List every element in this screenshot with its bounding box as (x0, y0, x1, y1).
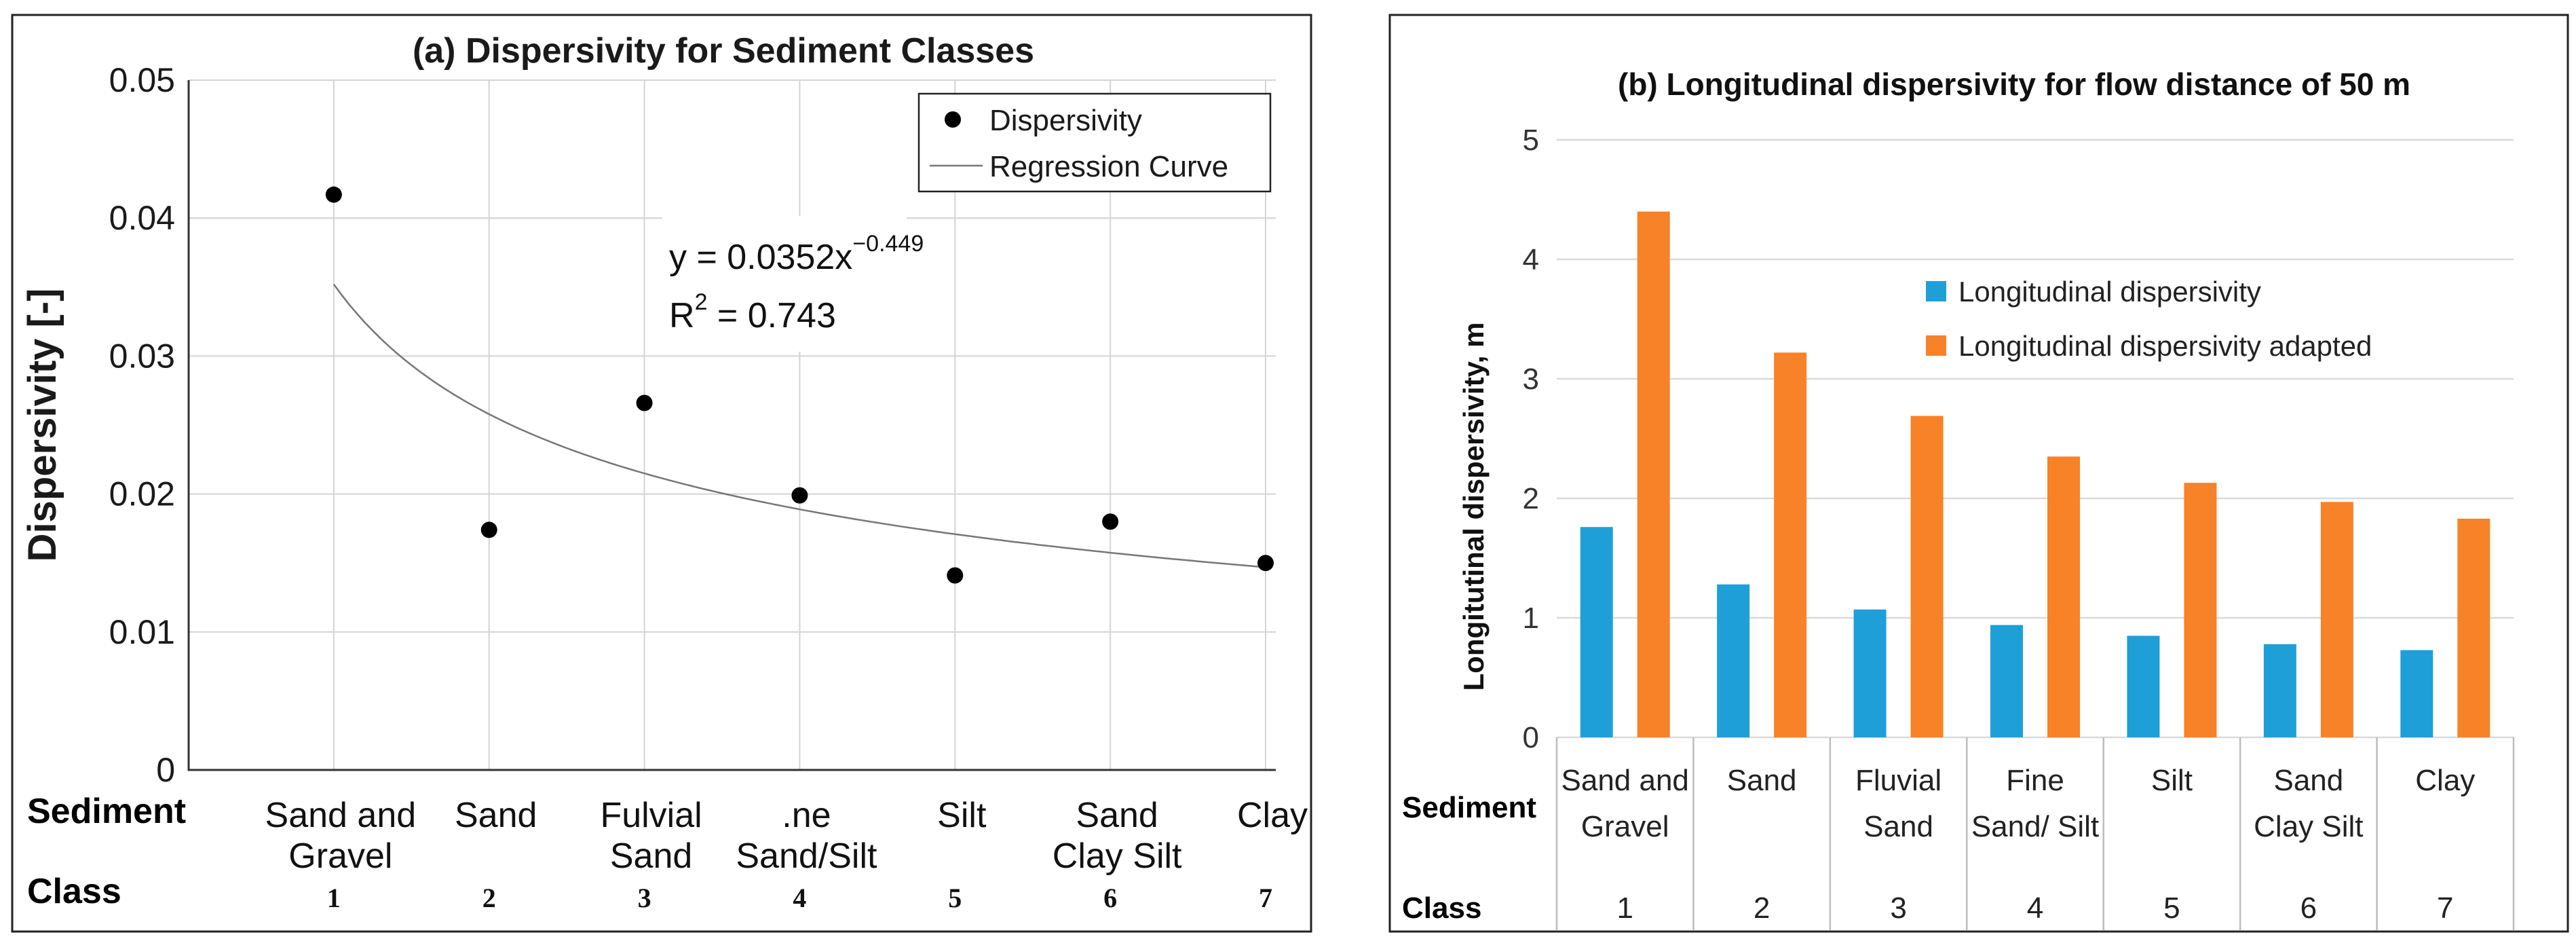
panel-b-class-label: 2 (1754, 891, 1770, 925)
panel-a-class-label: 3 (638, 883, 651, 913)
regression-equation: y = 0.0352x−0.449 (669, 231, 924, 277)
panel-a-sediment-label: Silt (937, 796, 987, 835)
panel-a-y-tick-label: 0.01 (109, 613, 175, 651)
legend-adapted-label: Longitudinal dispersivity adapted (1958, 330, 2372, 362)
panel-a-sediment-label: Sand/Silt (736, 836, 877, 876)
panel-b-y-tick-label: 3 (1523, 363, 1539, 396)
panel-a-class-label: 1 (327, 883, 341, 913)
panel-b-frame (1388, 14, 2569, 933)
dispersivity-point (947, 567, 964, 584)
r-squared-base: R (669, 296, 695, 335)
panel-b-sediment-label: Sand (1863, 810, 1933, 843)
panel-a-y-tick-label: 0.05 (109, 61, 175, 99)
panel-b-class-label: 5 (2163, 891, 2180, 925)
panel-a-class-row-label: Class (27, 872, 121, 911)
equation-background (662, 216, 907, 352)
panel-a-class-label: 5 (948, 883, 962, 913)
panel-b-sediment-label: Fluvial (1855, 764, 1942, 797)
panel-b-title: (b) Longitudinal dispersivity for flow d… (1618, 67, 2410, 102)
panel-a-class-label: 6 (1103, 883, 1117, 913)
panel-a-y-tick-label: 0.02 (109, 475, 175, 513)
panel-a-y-tick-label: 0.03 (109, 337, 175, 375)
panel-a-sediment-row-label: Sediment (27, 792, 186, 831)
panel-b-sediment-label: Fine (2006, 764, 2064, 797)
bar-longitudinal (1853, 609, 1887, 737)
legend-adapted-swatch (1926, 335, 1946, 356)
bar-adapted (2457, 518, 2490, 737)
dispersivity-point (325, 186, 342, 203)
bar-adapted (2320, 502, 2353, 737)
bar-longitudinal (2263, 644, 2296, 737)
panel-b-y-tick-label: 5 (1523, 124, 1539, 157)
panel-b-sediment-label: Clay (2415, 764, 2475, 797)
panel-a-sediment-label: Sand (455, 796, 537, 835)
legend-dispersivity-marker (945, 111, 961, 128)
panel-a-sediment-label: Sand and (265, 796, 417, 835)
panel-b-class-label: 7 (2437, 891, 2453, 925)
panel-a: (a) Dispersivity for Sediment Classes 0 0… (20, 31, 1308, 913)
panel-a-sediment-label: Sand (1076, 796, 1158, 835)
dispersivity-point (1257, 555, 1274, 572)
bar-adapted (2047, 456, 2080, 737)
panel-b: (b) Longitudinal dispersivity for flow d… (1402, 67, 2515, 930)
panel-b-y-tick-label: 0 (1523, 721, 1539, 754)
panel-a-sediment-label: Clay Silt (1053, 836, 1182, 876)
panel-a-y-tick-label: 0.04 (109, 199, 175, 237)
legend-longitudinal-label: Longitudinal dispersivity (1958, 276, 2261, 308)
panel-a-class-label: 2 (482, 883, 496, 913)
dispersivity-point (791, 487, 808, 504)
r-squared-value: = 0.743 (707, 296, 835, 335)
panel-b-sediment-label: Gravel (1581, 810, 1669, 843)
panel-b-y-tick-label: 2 (1523, 482, 1539, 515)
panel-b-y-tick-label: 4 (1523, 243, 1539, 276)
panel-a-sediment-label: Clay (1237, 796, 1308, 835)
legend-longitudinal-swatch (1926, 281, 1946, 301)
panel-a-sediment-label: Fulvial (600, 796, 702, 835)
legend-regression-label: Regression Curve (989, 150, 1228, 183)
panel-b-class-row-label: Class (1402, 891, 1481, 925)
panel-b-class-label: 6 (2300, 891, 2317, 925)
panel-b-class-label: 4 (2027, 891, 2043, 925)
panel-a-sediment-label: .ne (782, 796, 831, 835)
panel-a-y-axis-label: Dispersivity [-] (20, 289, 64, 562)
panel-b-sediment-label: Silt (2151, 764, 2193, 797)
panel-a-class-label: 7 (1259, 883, 1272, 913)
panel-b-sediment-label: Sand/ Silt (1971, 810, 2099, 843)
panel-b-y-tick-label: 1 (1523, 602, 1539, 635)
panel-b-sediment-label: Sand (1727, 764, 1797, 797)
panel-b-sediment-label: Sand (2273, 764, 2343, 797)
panel-b-sediment-label: Clay Silt (2254, 810, 2363, 843)
panel-a-title: (a) Dispersivity for Sediment Classes (413, 31, 1034, 71)
legend-dispersivity-label: Dispersivity (989, 104, 1142, 137)
panel-a-y-tick-label: 0 (156, 751, 175, 789)
bar-longitudinal (2127, 636, 2160, 737)
regression-curve (333, 283, 1266, 568)
panel-a-axes (187, 80, 1276, 771)
bar-adapted (2184, 483, 2217, 737)
panel-a-sediment-label: Gravel (288, 836, 392, 876)
bar-longitudinal (1580, 527, 1613, 737)
equation-exponent: −0.449 (852, 231, 924, 257)
bar-longitudinal (1990, 625, 2023, 737)
dispersivity-point (1102, 513, 1119, 530)
bar-longitudinal (1717, 584, 1750, 737)
dispersivity-point (480, 521, 497, 538)
bar-adapted (1910, 416, 1944, 737)
equation-main: y = 0.0352x (669, 238, 852, 277)
panel-a-class-label: 4 (793, 883, 806, 913)
bar-adapted (1637, 211, 1670, 738)
panel-b-class-label: 1 (1616, 891, 1633, 925)
panel-a-legend (917, 92, 1272, 193)
r-squared-superscript: 2 (695, 289, 708, 315)
dispersivity-point (636, 394, 653, 411)
panel-b-class-label: 3 (1890, 891, 1906, 925)
bar-longitudinal (2400, 650, 2433, 737)
panel-b-sediment-label: Sand and (1561, 764, 1689, 797)
r-squared: R2 = 0.743 (669, 289, 836, 335)
panel-b-y-axis-label: Longitutinal dispersivity, m (1458, 323, 1490, 691)
bar-adapted (1774, 352, 1807, 737)
panel-a-sediment-label: Sand (610, 836, 692, 876)
panel-b-sediment-row-label: Sediment (1402, 791, 1536, 824)
